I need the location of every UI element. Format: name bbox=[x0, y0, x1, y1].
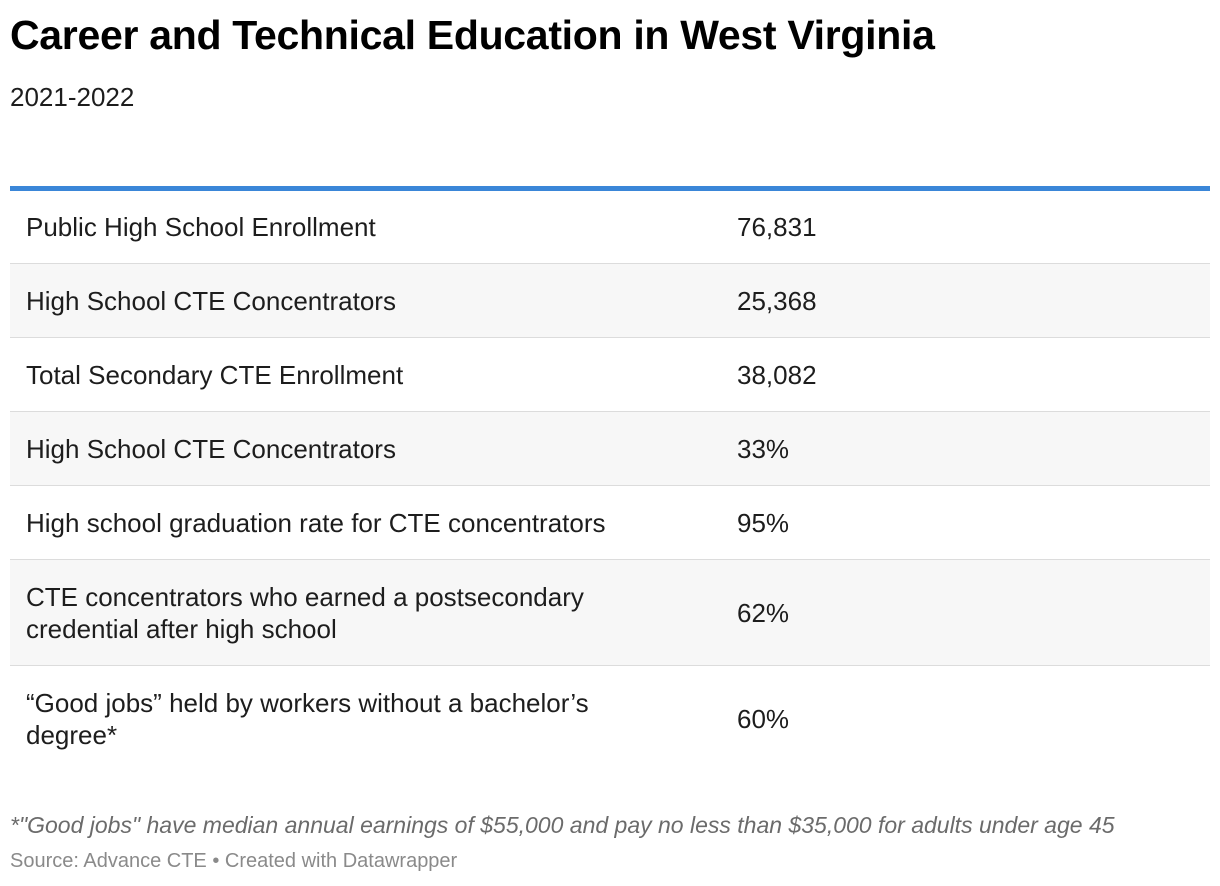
row-label: “Good jobs” held by workers without a ba… bbox=[26, 688, 589, 750]
row-value: 76,831 bbox=[737, 212, 817, 242]
row-value: 95% bbox=[737, 507, 790, 538]
chart-subtitle: 2021-2022 bbox=[10, 82, 135, 112]
row-value: 62% bbox=[737, 597, 790, 628]
table-top-rule bbox=[10, 186, 1210, 191]
table-row: High School CTE Concentrators 25,368 bbox=[10, 264, 1210, 338]
row-value: 25,368 bbox=[737, 285, 817, 316]
row-label: Public High School Enrollment bbox=[26, 212, 376, 242]
row-label: High school graduation rate for CTE conc… bbox=[26, 507, 606, 538]
chart-footnote: *"Good jobs" have median annual earnings… bbox=[10, 812, 1115, 838]
row-label: CTE concentrators who earned a postsecon… bbox=[26, 581, 584, 644]
table-row: CTE concentrators who earned a postsecon… bbox=[10, 560, 1210, 666]
data-table: Public High School Enrollment 76,831 Hig… bbox=[10, 186, 1210, 772]
chart-source: Source: Advance CTE • Created with Dataw… bbox=[10, 850, 458, 872]
chart-title: Career and Technical Education in West V… bbox=[10, 12, 935, 58]
table-row: High School CTE Concentrators 33% bbox=[10, 412, 1210, 486]
row-label: High School CTE Concentrators bbox=[26, 285, 396, 316]
table-row: “Good jobs” held by workers without a ba… bbox=[10, 666, 1210, 772]
row-label: High School CTE Concentrators bbox=[26, 433, 396, 464]
table-row: High school graduation rate for CTE conc… bbox=[10, 486, 1210, 560]
table-row: Total Secondary CTE Enrollment 38,082 bbox=[10, 338, 1210, 412]
table-row: Public High School Enrollment 76,831 bbox=[10, 191, 1210, 264]
row-value: 33% bbox=[737, 433, 790, 464]
row-value: 38,082 bbox=[737, 359, 817, 390]
row-value: 60% bbox=[737, 704, 790, 734]
row-label: Total Secondary CTE Enrollment bbox=[26, 359, 404, 390]
